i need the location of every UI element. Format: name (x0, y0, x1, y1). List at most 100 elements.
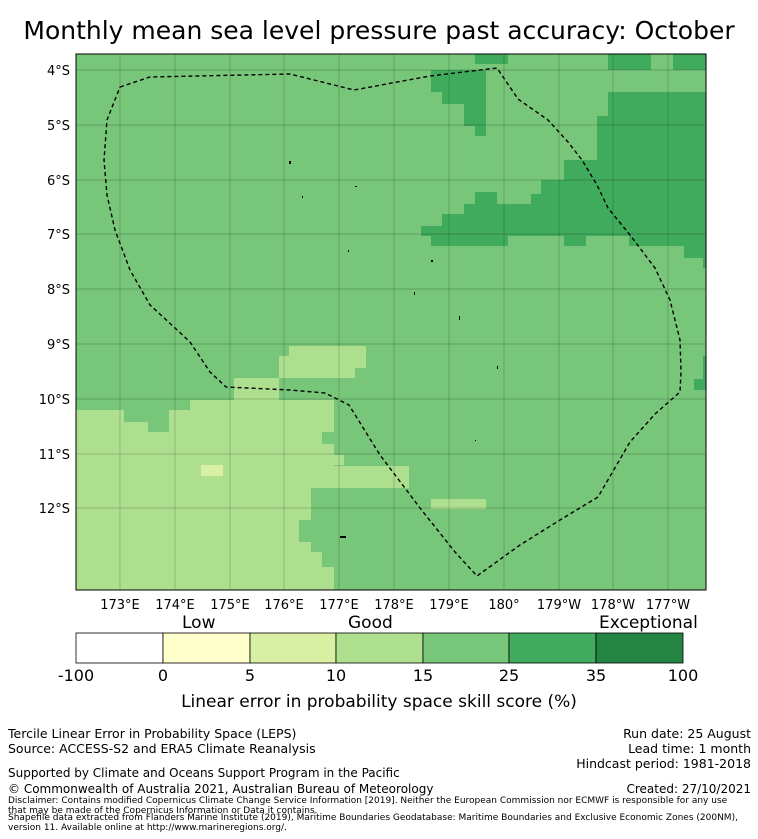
colorbar-tick: 10 (325, 666, 347, 685)
cell-10-15 (244, 378, 276, 386)
colorbar-category-exceptional: Exceptional (599, 613, 698, 633)
colorbar-segment (162, 632, 251, 664)
cell-25-35 (564, 236, 586, 246)
longitude-label: 178°E (374, 598, 414, 613)
cell-25-35 (564, 160, 706, 180)
longitude-label: 174°E (155, 598, 195, 613)
shapefile-line-1: Shapefile data extracted from Flanders M… (8, 813, 738, 823)
cell-25-35 (475, 192, 497, 204)
cell-25-35 (597, 116, 706, 160)
cell-25-35 (431, 70, 486, 92)
colorbar-label: Linear error in probability space skill … (181, 692, 577, 712)
footer-copyright: © Commonwealth of Australia 2021, Austra… (8, 782, 434, 796)
cell-25-35 (464, 104, 486, 126)
longitude-label: 177°E (319, 598, 359, 613)
colorbar-segment (422, 632, 510, 664)
island (302, 196, 303, 198)
cell-25-35 (475, 126, 486, 136)
cell-15-25 (651, 54, 673, 60)
cell-25-35 (531, 194, 706, 204)
footer-method: Tercile Linear Error in Probability Spac… (8, 726, 297, 741)
chart-title: Monthly mean sea level pressure past acc… (23, 16, 735, 45)
longitude-label: 179°W (537, 598, 581, 613)
colorbar-category-good: Good (348, 613, 393, 633)
longitude-labels: 173°E 174°E 175°E 176°E 177°E 178°E 179°E 180° 1… (100, 598, 690, 613)
cell-25-35 (608, 92, 706, 116)
cell-5-10 (201, 465, 223, 476)
cell-10-15 (334, 455, 344, 465)
cell-25-35 (629, 236, 706, 246)
island (459, 316, 460, 320)
cell-25-35 (431, 236, 508, 246)
cell-10-15 (334, 466, 409, 488)
latitude-label: 12°S (39, 502, 70, 517)
cell-10-15 (431, 499, 486, 509)
cell-25-35 (541, 180, 706, 194)
colorbar-tick: 5 (244, 666, 256, 685)
cell-15-25 (311, 488, 334, 500)
cell-15-25 (311, 500, 334, 552)
island (497, 366, 498, 369)
skill-grid (76, 54, 706, 590)
island (289, 161, 291, 164)
colorbar (75, 632, 684, 664)
hindcast-period: Hindcast period: 1981-2018 (576, 756, 751, 771)
cell-15-25 (322, 432, 334, 444)
skill-map: 4°S 5°S 6°S 7°S 8°S 9°S 10°S 11°S 12°S 173°E 174°… (39, 53, 707, 664)
latitude-label: 6°S (47, 174, 70, 189)
longitude-label: 178°W (591, 598, 635, 613)
cell-15-25 (299, 520, 311, 542)
cell-25-35 (608, 54, 651, 70)
islands (289, 161, 498, 538)
cell-25-35 (475, 54, 508, 64)
disclaimer-line-1: Disclaimer: Contains modified Copernicus… (8, 796, 728, 806)
longitude-label: 176°E (264, 598, 304, 613)
colorbar-segment (75, 632, 164, 664)
cell-25-35 (421, 226, 706, 236)
island (348, 250, 349, 252)
cell-10-15 (299, 410, 322, 420)
longitude-label: 175°E (210, 598, 250, 613)
latitude-labels: 4°S 5°S 6°S 7°S 8°S 9°S 10°S 11°S 12°S (39, 64, 70, 517)
footer-support: Supported by Climate and Oceans Support … (8, 766, 400, 780)
created-date: Created: 27/10/2021 (626, 782, 751, 796)
island (355, 186, 357, 187)
cell-15-25 (124, 410, 169, 422)
latitude-label: 8°S (47, 283, 70, 298)
colorbar-tick: 100 (667, 666, 699, 685)
longitude-label: 179°E (429, 598, 469, 613)
map-frame (75, 53, 707, 591)
cell-25-35 (442, 92, 486, 104)
cell-25-35 (442, 214, 706, 226)
longitude-label: 177°W (646, 598, 690, 613)
colorbar-category-low: Low (182, 613, 216, 633)
cell-10-15 (289, 346, 366, 368)
cell-25-35 (464, 204, 706, 214)
latitude-label: 7°S (47, 228, 70, 243)
latitude-label: 5°S (47, 119, 70, 134)
colorbar-tick: 35 (585, 666, 607, 685)
colorbar-segment (335, 632, 424, 664)
latitude-label: 11°S (39, 448, 70, 463)
disclaimer-line-2: that may be made of the Copernicus Infor… (8, 806, 318, 816)
cell-25-35 (684, 246, 706, 258)
colorbar-tick: 0 (157, 666, 169, 685)
cell-25-35 (703, 258, 706, 268)
colorbar-tick: 25 (498, 666, 520, 685)
colorbar-tick: -100 (57, 666, 95, 685)
island (431, 260, 433, 262)
cell-15-25 (334, 588, 344, 590)
cell-15-25 (148, 422, 169, 432)
cell-10-15 (76, 400, 334, 590)
cell-15-25 (76, 400, 82, 410)
colorbar-segment (595, 632, 684, 664)
eez-boundary (103, 67, 682, 577)
latitude-label: 10°S (39, 393, 70, 408)
run-date: Run date: 25 August (623, 726, 751, 741)
cell-25-35 (694, 379, 706, 390)
island (475, 440, 476, 441)
colorbar-segment (249, 632, 337, 664)
longitude-label: 180° (488, 598, 519, 613)
footer-source: Source: ACCESS-S2 and ERA5 Climate Reana… (8, 741, 316, 756)
cell-15-25 (82, 400, 190, 410)
